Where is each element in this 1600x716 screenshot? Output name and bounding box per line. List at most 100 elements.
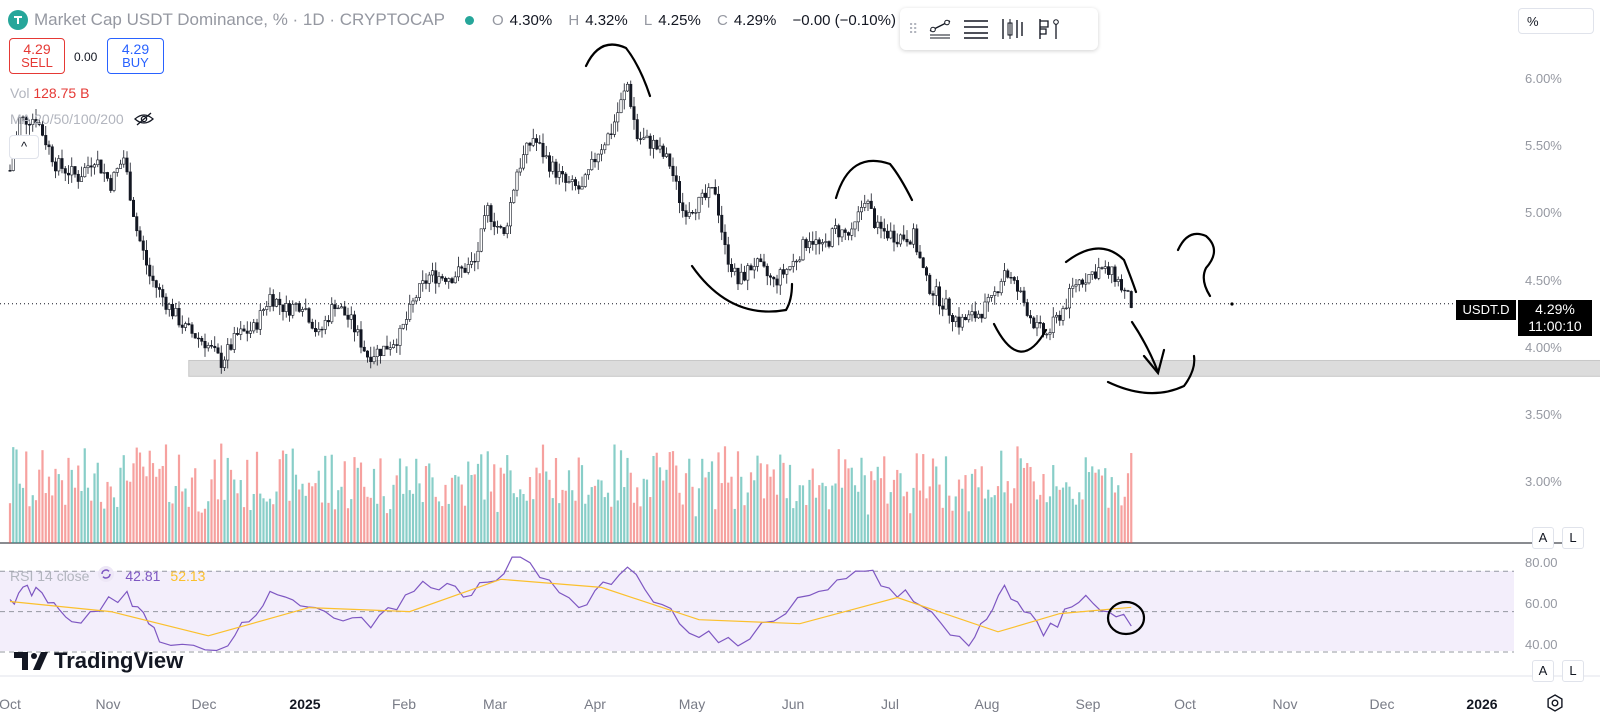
volume-bar [831,485,834,543]
rsi-line [9,556,1132,652]
candle-up [258,310,262,330]
ma-legend[interactable]: MA 20/50/100/200 [10,111,154,127]
volume-bar [1055,486,1058,543]
volume-bar [333,509,337,543]
candle-down [177,308,181,326]
candle-up [356,329,360,333]
gear-icon[interactable] [1546,694,1564,712]
volume-bar [493,464,496,543]
candle-up [1110,266,1114,275]
volume-bar [1009,503,1013,543]
candle-down [895,241,899,245]
volume-bar [272,504,275,543]
candle-up [697,196,701,213]
drag-grip-icon[interactable]: ⠿ [908,20,919,37]
candle-down [538,142,542,144]
volume-bar [151,463,155,543]
volume-bar [1117,485,1120,543]
candle-down [963,316,967,321]
volume-bar [1120,505,1123,543]
volume-bar [51,495,54,543]
volume-bar [658,467,662,543]
auto-scale-button[interactable]: A [1532,527,1554,549]
candle-down [138,230,142,242]
time-tick: 2025 [289,696,321,712]
volume-bar [1091,466,1094,543]
candle-up [80,176,84,182]
tradingview-logo[interactable]: TradingView [14,648,183,674]
candle-up [466,264,470,273]
candle-up [336,307,340,310]
candle-up [755,258,759,267]
volume-bar [476,463,480,543]
volume-bar [1003,492,1006,543]
candle-up [986,297,990,303]
candle-up [119,163,123,169]
collapse-legend-button[interactable]: ^ [9,135,39,159]
rsi-auto-scale-button[interactable]: A [1532,660,1554,682]
candle-down [629,83,633,107]
candle-up [349,314,353,320]
rsi-log-scale-button[interactable]: L [1562,660,1584,682]
volume-bar [346,508,350,543]
candle-up [898,234,902,245]
sell-button[interactable]: 4.29 SELL [9,38,65,74]
volume-bar [522,494,525,543]
candle-up [1103,266,1107,269]
volume-bar [275,491,278,543]
volume-bar [164,444,168,543]
volume-bar [1071,498,1074,543]
candle-up [850,228,854,236]
volume-bar [252,493,255,543]
volume-bar [788,464,792,543]
volume-bar [811,468,814,543]
flag-icon[interactable] [1030,14,1066,44]
volume-bar [961,488,964,543]
candle-up [664,153,668,157]
log-scale-button[interactable]: L [1562,527,1584,549]
scale-mode-field[interactable]: % [1518,8,1594,34]
candle-up [284,303,288,312]
volume-legend[interactable]: Vol 128.75 B [10,85,90,101]
trend-line-icon[interactable] [922,14,958,44]
candle-down [24,116,28,125]
time-tick: Nov [95,696,121,712]
volume-bar [701,458,704,543]
candle-up [710,187,714,189]
volume-bar [795,501,798,543]
symbol-title[interactable]: Market Cap USDT Dominance, % · 1D · CRYP… [34,10,445,29]
volume-bar [372,468,376,543]
time-tick: Dec [1369,696,1395,712]
candle-up [291,303,295,316]
candle-down [1015,280,1019,292]
candle-up [521,154,525,169]
volume-bar [798,485,801,543]
candle-up [1045,333,1049,336]
volume-bar [395,475,398,543]
volume-bar [652,455,655,543]
price-tick: 3.00% [1525,474,1562,489]
eye-hidden-icon[interactable] [133,112,154,126]
volume-bar [47,476,51,543]
candle-up [794,260,798,263]
horizontal-lines-icon[interactable] [958,14,994,44]
volume-bar [632,502,636,543]
volume-bar [1087,472,1091,543]
candle-up [232,333,236,350]
rsi-legend[interactable]: RSI 14 close 42.81 52.13 [10,565,205,586]
bottom-arc-annotation [690,264,794,313]
volume-bar [749,472,753,543]
candle-down [187,323,191,326]
long-position-icon[interactable] [994,14,1030,44]
rsi-source-icon[interactable] [97,565,115,586]
candle-up [1090,271,1094,275]
candle-up [603,144,607,151]
candle-down [1032,317,1036,329]
candle-down [609,133,613,135]
volume-bar [957,479,961,543]
candle-up [651,139,655,149]
volume-bar [480,454,483,543]
buy-button[interactable]: 4.29 BUY [107,38,164,74]
candle-up [544,155,548,158]
